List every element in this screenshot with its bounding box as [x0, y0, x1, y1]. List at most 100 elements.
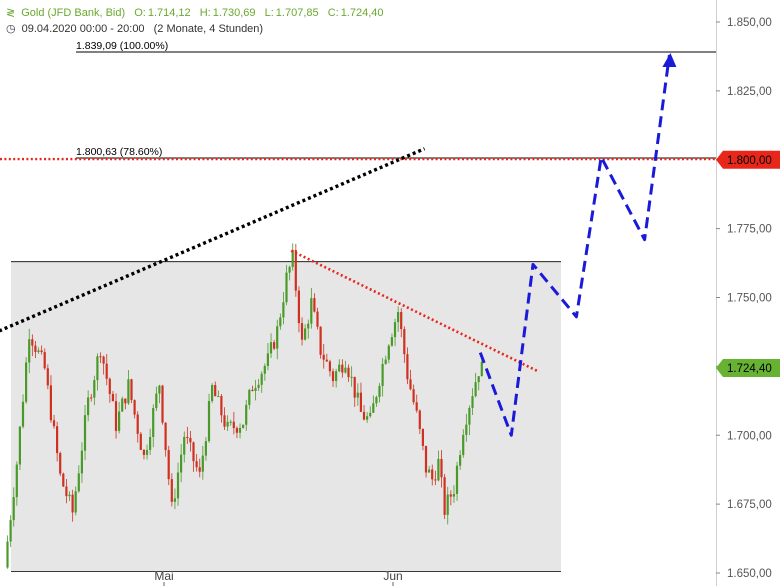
open-value: 1.714,12	[147, 7, 191, 19]
candle-body	[180, 454, 183, 473]
candle-body	[223, 415, 226, 427]
candle-body	[254, 387, 257, 391]
close-label: C:	[327, 7, 339, 19]
candle-body	[446, 494, 449, 515]
y-tick-label: 1.675,00	[727, 499, 772, 511]
candle-body	[390, 337, 393, 346]
candle-body	[378, 385, 381, 397]
candle-body	[273, 342, 276, 349]
candle-body	[232, 421, 235, 429]
candle-body	[424, 445, 428, 473]
close-value: 1.724,40	[340, 7, 384, 19]
date-range: 09.04.2020 00:00 - 20:00	[21, 23, 145, 35]
candle-body	[15, 464, 18, 498]
candle-body	[310, 298, 313, 324]
low-label: L:	[264, 7, 274, 19]
projection-path	[478, 54, 671, 437]
date-header: ◷ 09.04.2020 00:00 - 20:00 (2 Monate, 4 S…	[6, 22, 269, 36]
price-axis	[716, 0, 780, 586]
current-price-tag: 1.724,40	[727, 363, 772, 375]
candle-body	[434, 479, 437, 481]
candle-body	[431, 469, 434, 480]
candle-body	[257, 384, 260, 388]
y-tick-label: 1.825,00	[727, 86, 772, 98]
candle-body	[316, 311, 319, 327]
candle-body	[192, 442, 195, 462]
candle-body	[400, 312, 403, 330]
candle-body	[99, 356, 102, 358]
high-label: H:	[199, 7, 211, 19]
candle-body	[204, 441, 207, 456]
candle-body	[93, 380, 96, 398]
candle-body	[139, 433, 142, 450]
candle-body	[418, 410, 421, 430]
candle-body	[350, 376, 353, 378]
resistance-price-tag-bg	[716, 150, 780, 169]
candle-body	[80, 450, 83, 474]
candle-body	[359, 392, 362, 412]
chart-type-icon: ≷	[6, 7, 16, 19]
candle-body	[37, 350, 40, 352]
candle-body	[136, 414, 139, 434]
candle-body	[251, 389, 254, 391]
projection-arrowhead	[662, 53, 677, 68]
candle-body	[152, 408, 155, 438]
candle-body	[220, 396, 223, 416]
candle-body	[68, 494, 71, 497]
candle-body	[28, 339, 31, 363]
candle-body	[34, 345, 37, 352]
candle-body	[6, 541, 9, 568]
candle-body	[322, 354, 325, 360]
candle-body	[83, 415, 87, 451]
candle-body	[195, 461, 198, 468]
candle-body	[74, 491, 77, 513]
candle-body	[248, 389, 251, 405]
candle-body	[415, 402, 418, 411]
candle-body	[291, 250, 294, 267]
candle-body	[9, 520, 12, 542]
candle-body	[201, 455, 204, 472]
candle-body	[276, 326, 279, 349]
candle-body	[260, 373, 263, 385]
candle-body	[130, 379, 133, 401]
candle-body	[471, 396, 474, 408]
candle-body	[409, 379, 412, 390]
candle-body	[288, 266, 291, 273]
candle-body	[31, 339, 34, 346]
candle-body	[111, 393, 114, 402]
candle-body	[335, 371, 338, 382]
candle-body	[158, 385, 161, 394]
fib-level-label: 1.839,09 (100.00%)	[76, 40, 168, 52]
candle-body	[133, 400, 136, 415]
candle-body	[77, 473, 80, 492]
candle-body	[455, 465, 459, 494]
range-box	[11, 261, 561, 572]
candle-body	[452, 493, 455, 497]
candle-body	[437, 458, 440, 481]
candle-body	[341, 364, 344, 373]
candle-body	[372, 403, 375, 413]
candle-body	[96, 356, 99, 381]
candle-body	[294, 250, 297, 291]
candle-body	[245, 404, 248, 425]
candle-body	[183, 436, 186, 455]
candle-body	[46, 368, 49, 386]
candle-body	[428, 469, 431, 473]
candle-body	[443, 477, 446, 515]
candle-body	[108, 378, 111, 394]
instrument-name: Gold (JFD Bank, Bid)	[21, 7, 126, 19]
candle-body	[297, 290, 300, 324]
candle-body	[149, 437, 152, 450]
candle-body	[161, 385, 164, 423]
candle-body	[477, 376, 480, 383]
candle-body	[331, 371, 335, 382]
y-tick-label: 1.750,00	[727, 293, 772, 305]
candle-body	[421, 429, 424, 446]
candle-body	[207, 400, 211, 442]
candle-body	[145, 449, 149, 455]
candle-body	[480, 362, 483, 377]
candle-body	[65, 486, 68, 497]
candle-body	[21, 401, 25, 427]
candle-body	[198, 467, 201, 472]
